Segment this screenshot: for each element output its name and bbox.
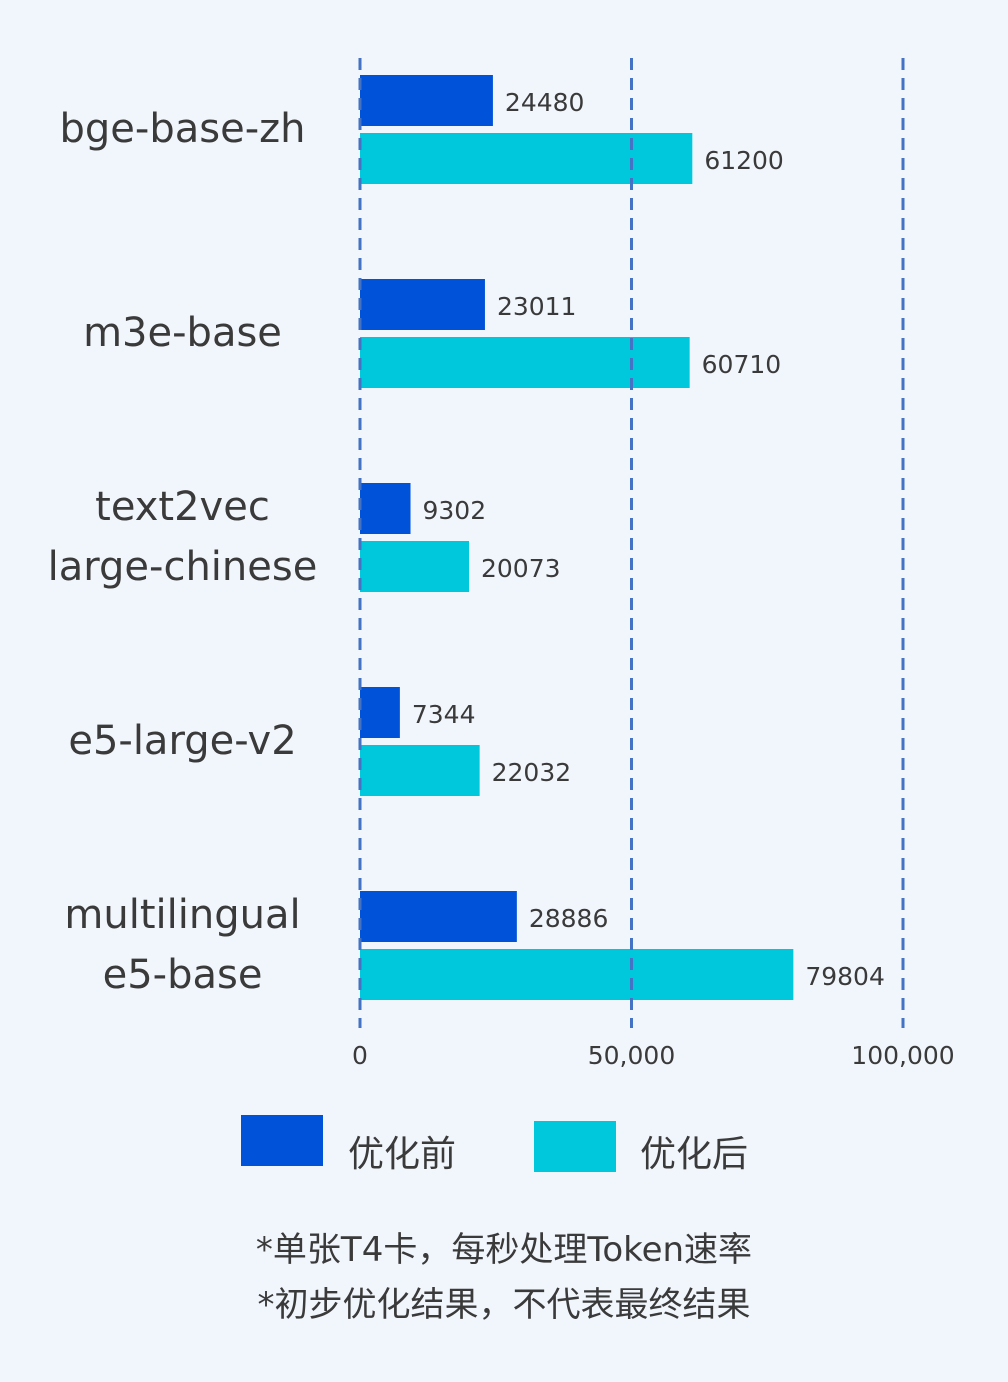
legend-swatch-before [241,1115,323,1166]
category-label: multilingual e5-base [30,885,335,1005]
footnote-2: *初步优化结果，不代表最终结果 [257,1285,751,1325]
x-tick-label: 100,000 [851,1041,954,1070]
bar-after [360,133,693,184]
category-label-line: e5-base [102,952,263,998]
category-label: text2vec large-chinese [30,477,335,597]
x-tick-label: 50,000 [588,1041,675,1070]
data-label: 60710 [702,350,782,379]
bar-chart: 24480 61200 23011 60710 9302 20073 7344 22032 28… [352,58,955,1070]
x-tick-label: 0 [352,1041,368,1070]
category-label-line: multilingual [64,892,301,938]
bar-after [360,541,469,592]
data-label: 9302 [423,496,487,525]
data-label: 20073 [481,554,561,583]
bar-before [360,75,493,126]
bar-after [360,745,480,796]
category-label: m3e-base [30,303,335,363]
data-label: 79804 [805,962,885,991]
bar-before [360,687,400,738]
legend-swatch-after [534,1121,616,1172]
legend-label-after: 优化后 [640,1134,749,1175]
data-label: 23011 [497,292,577,321]
footnote-1: *单张T4卡，每秒处理Token速率 [255,1230,753,1270]
data-label: 61200 [704,146,784,175]
data-label: 22032 [492,758,572,787]
category-label-line: e5-large-v2 [68,718,297,764]
data-label: 24480 [505,88,585,117]
bar-after [360,337,690,388]
category-label-line: large-chinese [47,544,318,590]
category-label-line: text2vec [95,484,270,530]
bar-before [360,279,485,330]
data-label: 7344 [412,700,476,729]
legend-label-before: 优化前 [348,1134,457,1175]
bar-before [360,483,411,534]
category-label: bge-base-zh [30,99,335,159]
bar-after [360,949,794,1000]
bar-before [360,891,517,942]
category-label-line: m3e-base [83,310,282,356]
category-label: e5-large-v2 [30,711,335,771]
data-label: 28886 [529,904,609,933]
category-label-line: bge-base-zh [59,106,306,152]
